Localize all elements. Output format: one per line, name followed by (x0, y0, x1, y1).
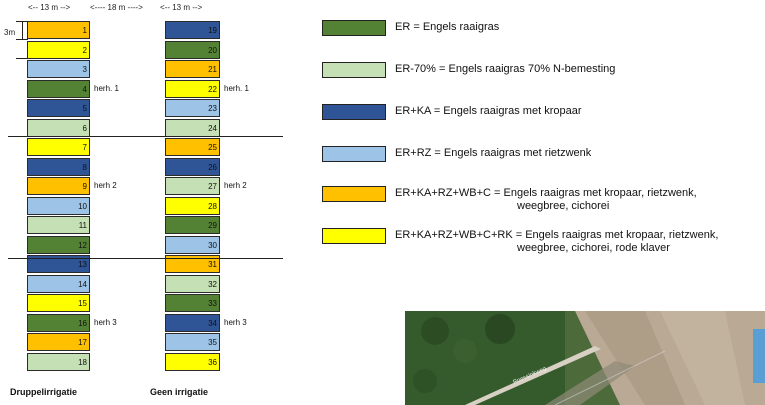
plot-cell-13: 13 (27, 255, 90, 273)
plot-cell-4: 4 (27, 79, 90, 98)
rep-label-right-1: herh. 1 (224, 83, 249, 93)
plot-cell-18: 18 (27, 352, 90, 371)
rep-label-right-3: herh 3 (224, 317, 247, 327)
plot-cell-3: 3 (27, 60, 90, 78)
plot-cell-35: 35 (165, 333, 220, 351)
legend-swatch-erkarzwbc (322, 186, 386, 202)
plot-cell-7: 7 (27, 138, 90, 156)
rep-label-left-2: herh 2 (94, 181, 117, 190)
rep-separator-2 (8, 258, 283, 259)
legend-text-erka: ER+KA = Engels raaigras met kropaar (395, 105, 581, 118)
legend-line2: weegbree, cichorei, rode klaver (517, 242, 670, 254)
legend-line1: ER = Engels raaigras (395, 21, 500, 33)
rep-label-left-1: herh. 1 (94, 83, 119, 93)
dimension-tick-bottom (16, 39, 28, 40)
dimension-tick-top (16, 21, 28, 22)
legend-line1: ER-70% = Engels raaigras 70% N-bemesting (395, 63, 616, 75)
dimension-row-height: 3m (4, 28, 16, 37)
legend-line1: ER+RZ = Engels raaigras met rietzwenk (395, 147, 592, 159)
legend-text-erkarzwbcrk: ER+KA+RZ+WB+C+RK = Engels raaigras met k… (395, 229, 718, 255)
rep-tick-1 (16, 58, 28, 59)
plot-cell-17: 17 (27, 333, 90, 351)
legend-text-erkarzwbc: ER+KA+RZ+WB+C = Engels raaigras met krop… (395, 187, 697, 213)
rep-label-left-3: herh 3 (94, 317, 117, 327)
aerial-map: Roessinkweg (405, 311, 765, 405)
plot-cell-14: 14 (27, 274, 90, 293)
plot-cell-12: 12 (27, 235, 90, 254)
dimension-middle-gap: <---- 18 m ----> (90, 3, 143, 12)
legend-swatch-erka (322, 104, 386, 120)
plot-cell-16: 16 (27, 313, 90, 332)
aerial-map-image (405, 311, 765, 405)
plot-cell-29: 29 (165, 216, 220, 234)
plot-cell-9: 9 (27, 177, 90, 195)
plot-cell-10: 10 (27, 196, 90, 215)
legend-line1: ER+KA+RZ+WB+C = Engels raaigras met krop… (395, 187, 697, 199)
plot-cell-21: 21 (165, 60, 220, 78)
plot-cell-23: 23 (165, 99, 220, 117)
legend-text-errz: ER+RZ = Engels raaigras met rietzwenk (395, 147, 591, 160)
plot-cell-1: 1 (27, 21, 90, 39)
plot-cell-33: 33 (165, 294, 220, 312)
dimension-vertical-guide (22, 21, 23, 40)
plot-cell-2: 2 (27, 40, 90, 59)
legend-text-er: ER = Engels raaigras (395, 21, 499, 34)
right-column-title: Geen irrigatie (150, 387, 209, 397)
plot-cell-15: 15 (27, 294, 90, 312)
legend-line1: ER+KA+RZ+WB+C+RK = Engels raaigras met k… (395, 229, 719, 241)
plot-cell-19: 19 (165, 21, 220, 39)
dimension-right-width: <-- 13 m --> (160, 3, 203, 12)
plot-cell-26: 26 (165, 157, 220, 176)
legend-swatch-er (322, 20, 386, 36)
plot-cell-6: 6 (27, 118, 90, 137)
plot-cell-34: 34 (165, 313, 220, 332)
legend-swatch-er70 (322, 62, 386, 78)
plot-cell-36: 36 (165, 352, 220, 371)
plot-cell-32: 32 (165, 274, 220, 293)
plot-cell-11: 11 (27, 216, 90, 234)
plot-cell-5: 5 (27, 99, 90, 117)
plot-cell-20: 20 (165, 40, 220, 59)
plot-cell-30: 30 (165, 235, 220, 254)
plot-cell-28: 28 (165, 196, 220, 215)
plot-cell-22: 22 (165, 79, 220, 98)
legend-swatch-erkarzwbcrk (322, 228, 386, 244)
legend-text-er70: ER-70% = Engels raaigras 70% N-bemesting (395, 63, 615, 76)
plot-cell-27: 27 (165, 177, 220, 195)
plot-cell-31: 31 (165, 255, 220, 273)
rep-label-right-2: herh 2 (224, 181, 247, 190)
left-column-title: Druppelirrigatie (10, 387, 78, 397)
plot-cell-8: 8 (27, 157, 90, 176)
dimension-left-width: <-- 13 m --> (28, 3, 71, 12)
plot-cell-25: 25 (165, 138, 220, 156)
plot-cell-24: 24 (165, 118, 220, 137)
legend-line1: ER+KA = Engels raaigras met kropaar (395, 105, 582, 117)
rep-separator-1 (8, 136, 283, 137)
legend-swatch-errz (322, 146, 386, 162)
legend-line2: weegbree, cichorei (517, 200, 610, 212)
